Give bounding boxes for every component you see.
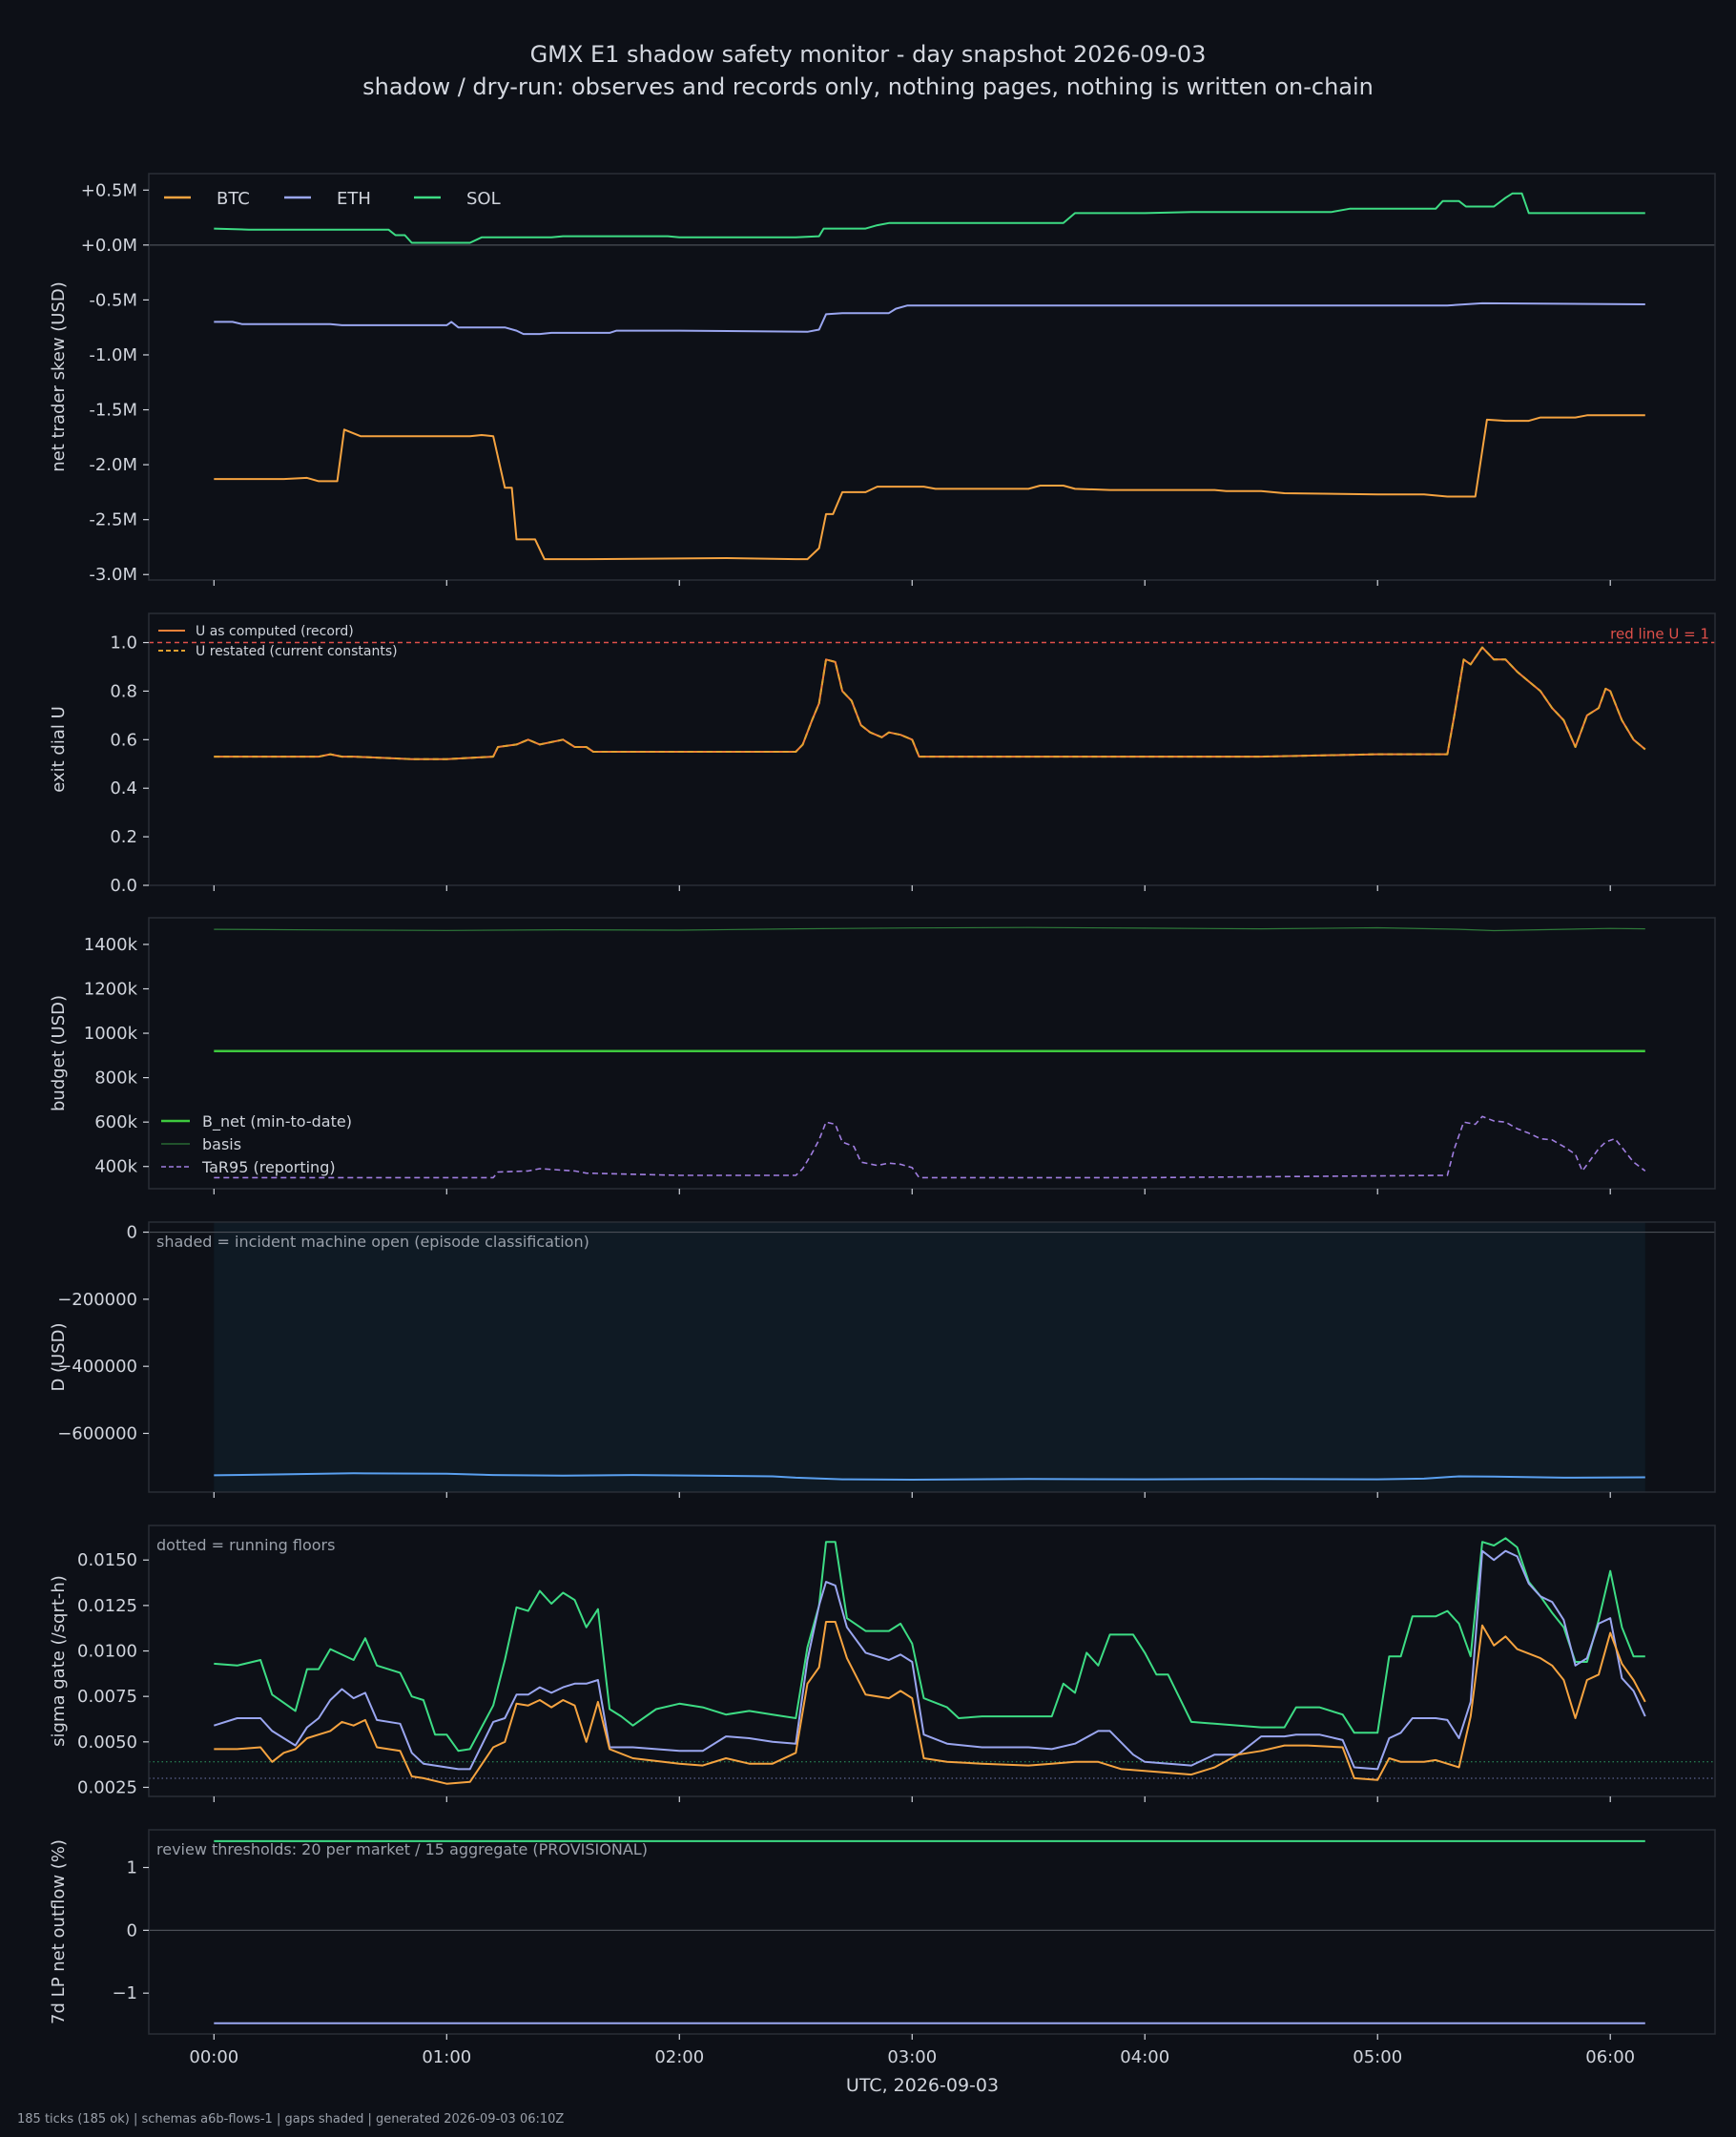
y-tick-label: 1200k [84,979,138,999]
series-line-sol [214,192,1645,244]
x-tick-label: 00:00 [189,2047,238,2067]
y-tick-label: -3.0M [89,565,137,585]
y-tick-label: -1.5M [89,401,137,421]
panel-frame [148,1829,1716,2035]
y-tick-label: 0.6 [110,730,137,750]
y-tick-label: −200000 [57,1290,137,1310]
y-tick-label: -2.5M [89,510,137,530]
y-tick-label: −600000 [57,1423,137,1443]
y-tick-label: +0.5M [81,180,137,200]
y-tick-label: −400000 [57,1357,137,1377]
series-line-u-as-computed-record- [214,646,1646,760]
legend-label: BTC [217,189,250,209]
panel-exit-dial: red line U = 1 0.0 0.2 0.4 0.6 0.8 1.0 exit dia… [49,612,1716,896]
y-tick-label: 0.0100 [77,1642,137,1662]
y-axis-label: exit dial U [49,706,69,793]
y-tick-label: 0.2 [110,827,137,847]
panel-note: shaded = incident machine open (episode … [156,1233,589,1251]
panel-frame [148,917,1716,1190]
legend-label: basis [202,1135,241,1153]
y-tick-label: 1.0 [110,633,137,654]
series-line-tar95-reporting- [214,1115,1646,1179]
series-line-u-restated-current-constants- [214,646,1646,760]
panel-budget: 400k 600k 800k 1000k 1200k 1400k budget (USD) B… [49,917,1716,1194]
x-tick-label: 06:00 [1585,2047,1635,2067]
x-tick-label: 02:00 [654,2047,704,2067]
y-tick-label: 0.0125 [77,1596,137,1616]
y-axis-label: net trader skew (USD) [49,281,69,472]
y-tick-label: 0.0150 [77,1550,137,1570]
y-tick-label: -0.5M [89,290,137,310]
y-tick-label: −1 [112,1983,137,2003]
series-line-d [214,1472,1645,1481]
y-axis-label: budget (USD) [49,995,69,1111]
y-tick-label: 0 [127,1223,137,1243]
x-axis-label: UTC, 2026-09-03 [846,2075,999,2096]
series-line-green [214,1537,1645,1753]
legend-label: B_net (min-to-date) [202,1112,352,1131]
y-tick-label: -2.0M [89,455,137,475]
legend-label: SOL [466,189,501,209]
series-line-eth [214,301,1645,336]
y-tick-label: 400k [94,1157,137,1177]
series-line-btc [214,414,1645,561]
incident-shade [214,1222,1645,1492]
y-tick-label: 0.4 [110,778,137,799]
panel-note: dotted = running floors [156,1536,335,1554]
x-tick-label: 04:00 [1120,2047,1169,2067]
y-tick-label: 800k [94,1068,137,1089]
panel-drawdown: 0 −200000 −400000 −600000 D (USD) shaded = in… [49,1221,1716,1498]
panel-frame [148,612,1716,886]
x-tick-label: 03:00 [887,2047,937,2067]
panel-sigma: 0.0025 0.0050 0.0075 0.0100 0.0125 0.0150 sigm… [49,1525,1716,1802]
series-line-lavender [213,1549,1646,1771]
red-line-label: red line U = 1 [1610,626,1709,643]
y-axis-label: D (USD) [49,1322,69,1391]
legend-label: ETH [337,189,371,209]
panel-lp-outflow: 1 0 −1 7d LP net outflow (%) review threshol… [49,1829,1716,2040]
page-subtitle: shadow / dry-run: observes and records o… [362,73,1374,100]
y-tick-label: 600k [94,1112,137,1132]
panel-frame [148,1221,1716,1493]
series-line-orange [214,1621,1646,1785]
y-tick-label: +0.0M [81,236,137,256]
y-tick-label: 1400k [84,935,138,955]
title-block: GMX E1 shadow safety monitor - day snaps… [0,38,1736,103]
y-tick-label: 0.0050 [77,1732,137,1753]
legend-label: TaR95 (reporting) [201,1158,336,1176]
series-line-basis [214,926,1645,932]
legend-label: U as computed (record) [196,624,354,639]
legend-label: U restated (current constants) [196,644,398,659]
y-tick-label: 0.0025 [77,1777,137,1797]
panel-frame [148,1525,1716,1797]
panel-frame [148,173,1716,581]
y-tick-label: 0 [127,1920,137,1940]
footer-status: 185 ticks (185 ok) | schemas a6b-flows-1… [17,2112,565,2127]
x-tick-label: 01:00 [422,2047,471,2067]
x-tick-label: 05:00 [1353,2047,1402,2067]
panel-note: review thresholds: 20 per market / 15 ag… [156,1840,648,1858]
y-tick-label: 0.0075 [77,1687,137,1707]
y-tick-label: 0.8 [110,681,137,701]
y-axis-label: sigma gate (/sqrt-h) [49,1575,69,1747]
y-tick-label: 1 [127,1858,137,1878]
y-tick-label: 1000k [84,1024,138,1044]
y-tick-label: -1.0M [89,345,137,365]
page-title: GMX E1 shadow safety monitor - day snaps… [529,41,1207,68]
y-tick-label: 0.0 [110,876,137,896]
y-axis-label: 7d LP net outflow (%) [49,1839,69,2024]
panel-skew: +0.5M +0.0M -0.5M -1.0M -1.5M -2.0M -2.5M -3.0M… [49,173,1716,586]
